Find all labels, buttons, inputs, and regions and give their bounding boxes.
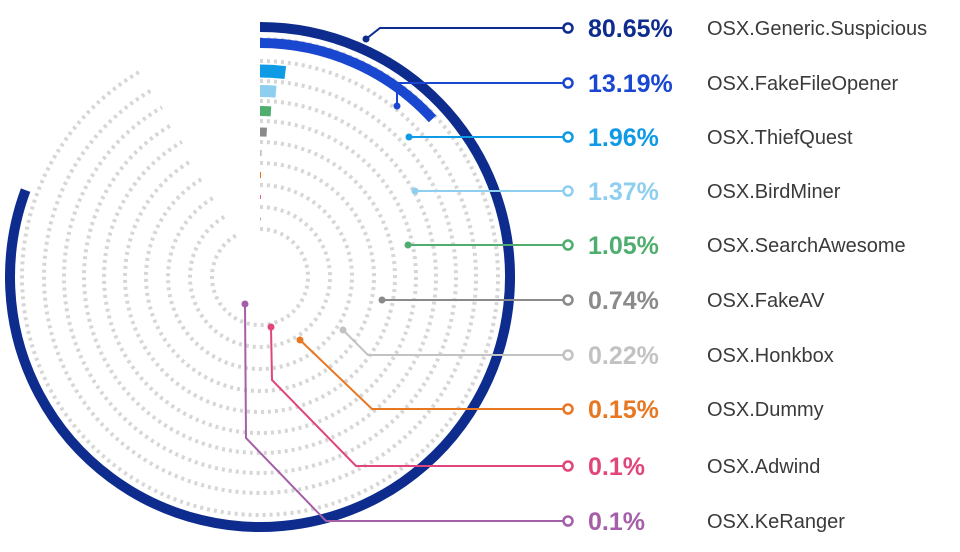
leader-start-dot-osx-fakeav [378, 296, 386, 304]
leader-end-marker-osx-keranger [562, 515, 574, 527]
leader-start-dot-osx-adwind [267, 323, 275, 331]
leader-end-marker-osx-fakeav [562, 294, 574, 306]
track-ring-8 [166, 183, 354, 371]
track-ring-6 [123, 140, 398, 414]
track-ring-2 [42, 59, 478, 495]
series-name-osx-honkbox: OSX.Honkbox [707, 345, 834, 367]
leader-line-osx-fakefileopener [396, 82, 568, 106]
leader-start-dot-osx-dummy [296, 336, 304, 344]
leader-start-dot-osx-fakefileopener [393, 102, 401, 110]
leader-end-marker-osx-adwind [562, 460, 574, 472]
leader-end-marker-osx-birdminer [562, 185, 574, 197]
series-name-osx-searchawesome: OSX.SearchAwesome [707, 235, 906, 257]
series-name-osx-fakefileopener: OSX.FakeFileOpener [707, 73, 899, 95]
series-name-osx-fakeav: OSX.FakeAV [707, 290, 825, 312]
leader-line-osx-honkbox [342, 329, 568, 356]
leader-start-dot-osx-generic-suspicious [362, 35, 370, 43]
value-label-osx-fakefileopener: 13.19% [588, 70, 673, 98]
leader-start-dot-osx-searchawesome [404, 241, 412, 249]
background-tracks [20, 37, 500, 517]
track-ring-7 [144, 161, 376, 393]
leader-end-marker-osx-dummy [562, 403, 574, 415]
bar-osx-birdminer [259, 85, 277, 98]
value-label-osx-keranger: 0.1% [588, 508, 645, 536]
value-label-osx-adwind: 0.1% [588, 453, 645, 481]
leader-start-dot-osx-birdminer [411, 187, 419, 195]
leader-end-marker-osx-generic-suspicious [562, 22, 574, 34]
series-name-osx-keranger: OSX.KeRanger [707, 511, 845, 533]
bar-osx-thiefquest [259, 64, 287, 80]
track-ring-5 [102, 119, 418, 435]
leader-end-marker-osx-fakefileopener [562, 77, 574, 89]
leader-start-dot-osx-keranger [241, 300, 249, 308]
series-name-osx-dummy: OSX.Dummy [707, 399, 824, 421]
track-ring-10 [210, 227, 310, 327]
series-name-osx-thiefquest: OSX.ThiefQuest [707, 127, 853, 149]
series-name-osx-generic-suspicious: OSX.Generic.Suspicious [707, 18, 927, 40]
leader-line-osx-adwind [270, 326, 568, 467]
data-bars [5, 22, 515, 532]
leader-line-osx-dummy [299, 339, 568, 410]
bar-osx-fakefileopener [259, 38, 437, 123]
track-ring-4 [82, 99, 438, 455]
series-name-osx-birdminer: OSX.BirdMiner [707, 181, 841, 203]
value-label-osx-thiefquest: 1.96% [588, 124, 659, 152]
leader-line-osx-keranger [244, 303, 568, 522]
value-label-osx-honkbox: 0.22% [588, 342, 659, 370]
leader-line-osx-generic-suspicious [365, 27, 568, 40]
value-label-osx-dummy: 0.15% [588, 396, 659, 424]
track-ring-1 [20, 37, 500, 517]
bar-osx-generic-suspicious [5, 22, 515, 532]
value-label-osx-fakeav: 0.74% [588, 287, 659, 315]
leader-end-marker-osx-honkbox [562, 349, 574, 361]
leader-lines [241, 22, 574, 527]
value-label-osx-searchawesome: 1.05% [588, 232, 659, 260]
value-label-osx-generic-suspicious: 80.65% [588, 15, 673, 43]
leader-end-marker-osx-thiefquest [562, 131, 574, 143]
leader-start-dot-osx-honkbox [339, 326, 347, 334]
leader-end-marker-osx-searchawesome [562, 239, 574, 251]
series-name-osx-adwind: OSX.Adwind [707, 456, 820, 478]
legend-labels: 80.65% OSX.Generic.Suspicious 13.19% OSX.Fa… [588, 15, 927, 536]
leader-start-dot-osx-thiefquest [405, 133, 413, 141]
value-label-osx-birdminer: 1.37% [588, 178, 659, 206]
track-ring-3 [62, 79, 458, 475]
